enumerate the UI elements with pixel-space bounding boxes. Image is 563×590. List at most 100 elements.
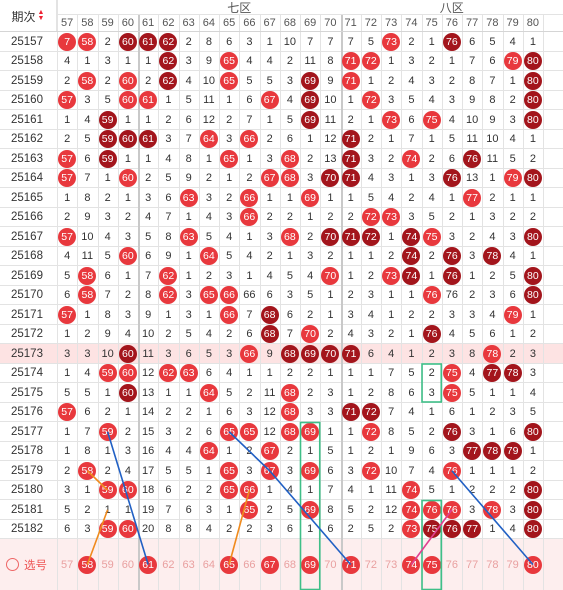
select-number[interactable]: 79 <box>506 558 519 571</box>
grid-cell[interactable]: 57 <box>57 227 77 247</box>
grid-cell[interactable]: 5 <box>239 71 259 91</box>
grid-cell[interactable]: 3 <box>422 169 442 189</box>
grid-cell[interactable]: 4 <box>503 520 523 540</box>
grid-cell[interactable]: 7 <box>381 403 401 423</box>
grid-cell[interactable]: 2 <box>118 422 138 442</box>
grid-cell[interactable]: 4 <box>158 149 178 169</box>
select-cell[interactable]: 62 <box>158 539 178 590</box>
grid-cell[interactable]: 4 <box>422 461 442 481</box>
grid-cell[interactable]: 1 <box>300 208 320 228</box>
grid-cell[interactable]: 59 <box>98 110 118 130</box>
grid-cell[interactable]: 4 <box>57 247 77 267</box>
grid-cell[interactable]: 2 <box>482 266 502 286</box>
grid-cell[interactable]: 2 <box>98 32 118 52</box>
grid-cell[interactable]: 69 <box>300 91 320 111</box>
grid-cell[interactable]: 4 <box>422 91 442 111</box>
grid-cell[interactable]: 5 <box>422 481 442 501</box>
grid-cell[interactable]: 1 <box>341 442 361 462</box>
grid-cell[interactable]: 1 <box>482 383 502 403</box>
grid-cell[interactable]: 2 <box>361 266 381 286</box>
grid-cell[interactable]: 5 <box>158 461 178 481</box>
grid-cell[interactable]: 3 <box>118 442 138 462</box>
grid-cell[interactable]: 3 <box>77 344 97 364</box>
grid-cell[interactable]: 7 <box>158 500 178 520</box>
grid-cell[interactable]: 9 <box>158 247 178 267</box>
grid-cell[interactable]: 3 <box>300 247 320 267</box>
grid-cell[interactable]: 7 <box>401 130 421 150</box>
grid-cell[interactable]: 3 <box>199 188 219 208</box>
grid-cell[interactable]: 8 <box>77 188 97 208</box>
grid-cell[interactable]: 2 <box>482 403 502 423</box>
grid-cell[interactable]: 2 <box>57 208 77 228</box>
grid-cell[interactable]: 6 <box>503 422 523 442</box>
grid-cell[interactable]: 3 <box>503 110 523 130</box>
grid-cell[interactable]: 11 <box>482 149 502 169</box>
grid-cell[interactable]: 73 <box>381 266 401 286</box>
grid-cell[interactable]: 78 <box>482 247 502 267</box>
grid-cell[interactable]: 6 <box>239 325 259 345</box>
grid-cell[interactable]: 2 <box>341 110 361 130</box>
grid-cell[interactable]: 1 <box>503 461 523 481</box>
grid-cell[interactable]: 2 <box>158 325 178 345</box>
grid-cell[interactable]: 3 <box>320 403 340 423</box>
grid-cell[interactable]: 1 <box>462 403 482 423</box>
grid-cell[interactable]: 3 <box>381 169 401 189</box>
grid-cell[interactable]: 3 <box>523 344 543 364</box>
grid-cell[interactable]: 8 <box>320 500 340 520</box>
grid-cell[interactable]: 2 <box>422 52 442 72</box>
grid-cell[interactable]: 2 <box>401 188 421 208</box>
grid-cell[interactable]: 68 <box>260 305 280 325</box>
grid-cell[interactable]: 8 <box>320 52 340 72</box>
grid-cell[interactable]: 68 <box>280 344 300 364</box>
grid-cell[interactable]: 63 <box>179 227 199 247</box>
grid-cell[interactable]: 2 <box>523 149 543 169</box>
grid-cell[interactable]: 5 <box>462 383 482 403</box>
grid-cell[interactable]: 9 <box>179 169 199 189</box>
grid-cell[interactable]: 3 <box>462 247 482 267</box>
grid-cell[interactable]: 80 <box>523 110 543 130</box>
select-cell[interactable]: 63 <box>179 539 199 590</box>
grid-cell[interactable]: 6 <box>482 325 502 345</box>
grid-cell[interactable]: 80 <box>523 422 543 442</box>
grid-cell[interactable]: 1 <box>381 130 401 150</box>
grid-cell[interactable]: 2 <box>300 364 320 384</box>
grid-cell[interactable]: 1 <box>503 188 523 208</box>
grid-cell[interactable]: 64 <box>199 442 219 462</box>
grid-cell[interactable]: 6 <box>219 32 239 52</box>
grid-cell[interactable]: 2 <box>98 71 118 91</box>
grid-cell[interactable]: 74 <box>401 500 421 520</box>
grid-cell[interactable]: 70 <box>300 325 320 345</box>
grid-cell[interactable]: 67 <box>260 461 280 481</box>
grid-cell[interactable]: 6 <box>77 149 97 169</box>
grid-cell[interactable]: 6 <box>503 286 523 306</box>
grid-cell[interactable]: 75 <box>422 520 442 540</box>
grid-cell[interactable]: 71 <box>341 403 361 423</box>
grid-cell[interactable]: 3 <box>442 442 462 462</box>
grid-cell[interactable]: 2 <box>320 247 340 267</box>
grid-cell[interactable]: 70 <box>320 266 340 286</box>
grid-cell[interactable]: 60 <box>118 247 138 267</box>
grid-cell[interactable]: 7 <box>482 71 502 91</box>
grid-cell[interactable]: 1 <box>300 481 320 501</box>
grid-cell[interactable]: 75 <box>442 383 462 403</box>
grid-cell[interactable]: 2 <box>219 110 239 130</box>
grid-cell[interactable]: 5 <box>280 266 300 286</box>
grid-cell[interactable]: 2 <box>77 325 97 345</box>
grid-cell[interactable]: 1 <box>260 188 280 208</box>
grid-cell[interactable]: 1 <box>341 266 361 286</box>
grid-cell[interactable]: 4 <box>482 305 502 325</box>
grid-cell[interactable]: 67 <box>260 442 280 462</box>
grid-cell[interactable]: 2 <box>462 227 482 247</box>
grid-cell[interactable]: 2 <box>280 52 300 72</box>
grid-cell[interactable]: 6 <box>77 403 97 423</box>
grid-cell[interactable]: 2 <box>260 500 280 520</box>
grid-cell[interactable]: 71 <box>341 130 361 150</box>
grid-cell[interactable]: 2 <box>138 71 158 91</box>
grid-cell[interactable]: 4 <box>442 325 462 345</box>
grid-cell[interactable]: 66 <box>239 188 259 208</box>
grid-cell[interactable]: 1 <box>320 286 340 306</box>
grid-cell[interactable]: 1 <box>523 130 543 150</box>
grid-cell[interactable]: 1 <box>422 266 442 286</box>
grid-cell[interactable]: 6 <box>179 110 199 130</box>
grid-cell[interactable]: 1 <box>482 520 502 540</box>
